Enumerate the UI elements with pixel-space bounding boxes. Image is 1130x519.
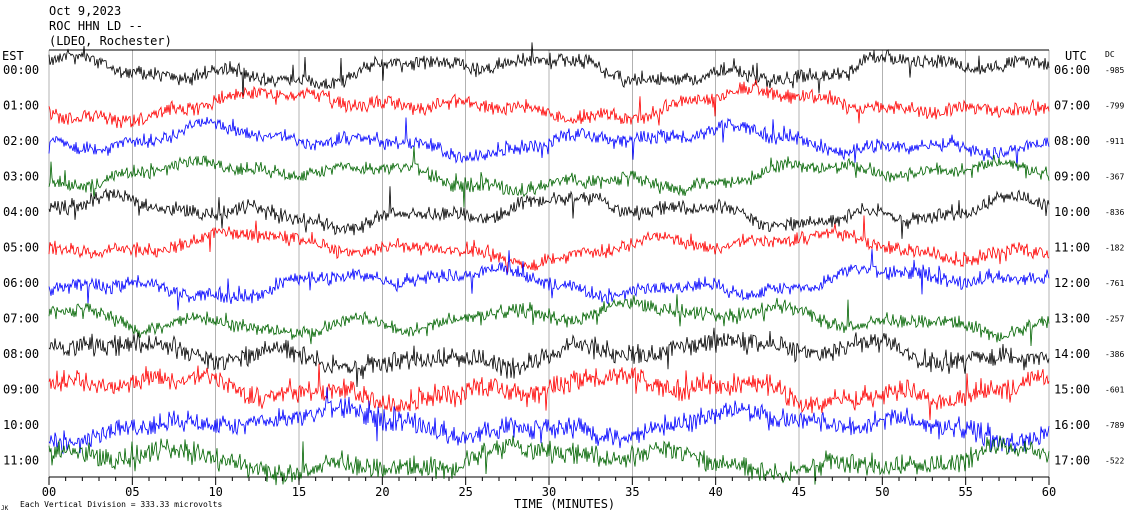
- dc-offset-value: -836: [1105, 208, 1124, 217]
- x-tick-label: 30: [542, 485, 556, 499]
- trace-line: [48, 146, 1050, 208]
- utc-hour-label: 07:00: [1054, 99, 1090, 113]
- trace-line: [48, 387, 1050, 455]
- x-tick-label: 60: [1042, 485, 1056, 499]
- trace-line: [48, 294, 1050, 347]
- dc-offset-value: -182: [1105, 244, 1124, 253]
- x-tick-label: 55: [958, 485, 972, 499]
- utc-hour-label: 11:00: [1054, 241, 1090, 255]
- est-hour-label: 05:00: [3, 241, 39, 255]
- dc-offset-value: -789: [1105, 421, 1124, 430]
- utc-labels: 06:00 07:00 08:00 09:00 10:00 11:00 12:00 13:00…: [1054, 63, 1090, 468]
- dc-value-labels: -985 -799 -911 -367 -836 -182 -761 -257 -386 -601…: [1105, 66, 1124, 466]
- left-axis-label: EST: [2, 49, 24, 63]
- utc-hour-label: 16:00: [1054, 418, 1090, 432]
- corner-mark: JK: [1, 505, 9, 512]
- scale-note: Each Vertical Division = 333.33 microvol…: [20, 500, 222, 509]
- trace-line: [48, 116, 1050, 168]
- dc-offset-value: -761: [1105, 279, 1124, 288]
- est-hour-label: 07:00: [3, 312, 39, 326]
- est-hour-label: 03:00: [3, 170, 39, 184]
- dc-offset-value: -799: [1105, 102, 1124, 111]
- x-tick-label: 10: [208, 485, 222, 499]
- x-tick-label: 05: [125, 485, 139, 499]
- est-hour-label: 01:00: [3, 99, 39, 113]
- dc-offset-value: -257: [1105, 315, 1124, 324]
- est-hour-label: 10:00: [3, 418, 39, 432]
- trace-line: [48, 42, 1050, 100]
- x-tick-label: 40: [708, 485, 722, 499]
- x-tick-label: 50: [875, 485, 889, 499]
- x-axis-label: TIME (MINUTES): [514, 497, 615, 511]
- dc-offset-value: -367: [1105, 173, 1124, 182]
- trace-line: [48, 435, 1050, 486]
- utc-hour-label: 15:00: [1054, 383, 1090, 397]
- dc-offset-value: -911: [1105, 137, 1124, 146]
- x-tick-label: 00: [42, 485, 56, 499]
- trace-line: [48, 363, 1050, 421]
- utc-hour-label: 06:00: [1054, 63, 1090, 77]
- right-axis-label: UTC: [1065, 49, 1087, 63]
- est-hour-label: 00:00: [3, 63, 39, 77]
- header-date: Oct 9,2023: [49, 4, 121, 18]
- utc-hour-label: 08:00: [1054, 134, 1090, 148]
- trace-line: [48, 249, 1050, 311]
- trace-line: [48, 78, 1050, 129]
- dc-offset-value: -601: [1105, 386, 1124, 395]
- est-hour-label: 02:00: [3, 134, 39, 148]
- x-tick-label: 25: [458, 485, 472, 499]
- trace-line: [48, 327, 1050, 388]
- trace-group: [48, 42, 1050, 486]
- est-hour-label: 04:00: [3, 205, 39, 219]
- est-hour-label: 09:00: [3, 383, 39, 397]
- x-tick-label: 15: [292, 485, 306, 499]
- header-station: ROC HHN LD --: [49, 19, 143, 33]
- time-grid: [48, 50, 1050, 477]
- est-hour-label: 08:00: [3, 347, 39, 361]
- dc-label: DC: [1105, 50, 1115, 59]
- utc-hour-label: 17:00: [1054, 454, 1090, 468]
- dc-offset-value: -985: [1105, 66, 1124, 75]
- dc-offset-value: -386: [1105, 350, 1124, 359]
- utc-hour-label: 10:00: [1054, 205, 1090, 219]
- header-network: (LDEO, Rochester): [49, 34, 172, 48]
- est-hour-label: 11:00: [3, 454, 39, 468]
- trace-line: [48, 186, 1050, 239]
- utc-hour-label: 14:00: [1054, 347, 1090, 361]
- est-hour-label: 06:00: [3, 276, 39, 290]
- est-labels: 00:00 01:00 02:00 03:00 04:00 05:00 06:00 07:00…: [3, 63, 39, 468]
- utc-hour-label: 09:00: [1054, 170, 1090, 184]
- utc-hour-label: 12:00: [1054, 276, 1090, 290]
- x-tick-label: 20: [375, 485, 389, 499]
- dc-offset-value: -522: [1105, 457, 1124, 466]
- utc-hour-label: 13:00: [1054, 312, 1090, 326]
- trace-line: [48, 215, 1050, 274]
- x-tick-labels: 00 05 10 15 20 25 30 35 40 45 50 55 60: [42, 477, 1056, 499]
- x-tick-label: 45: [792, 485, 806, 499]
- x-tick-label: 35: [625, 485, 639, 499]
